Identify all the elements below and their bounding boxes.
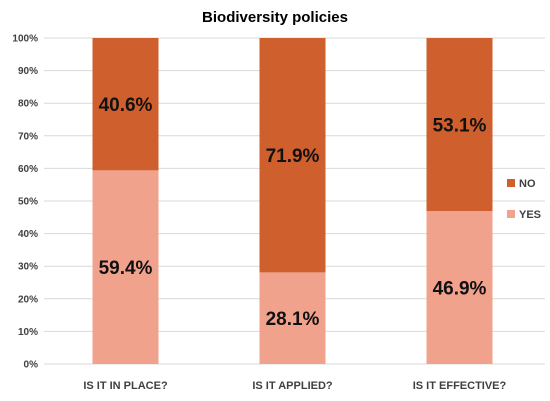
y-tick-label: 100% xyxy=(12,34,38,45)
bar-no xyxy=(426,38,493,212)
y-tick-label: 80% xyxy=(18,99,38,110)
y-tick-label: 60% xyxy=(18,164,38,175)
y-tick-label: 90% xyxy=(18,66,38,77)
chart-title: Biodiversity policies xyxy=(202,9,348,26)
y-tick-label: 20% xyxy=(18,294,38,305)
data-label-no: 40.6% xyxy=(99,95,153,116)
legend: NO YES xyxy=(507,178,541,221)
bar-yes xyxy=(92,170,159,364)
data-label-yes: 59.4% xyxy=(99,258,153,279)
data-label-no: 71.9% xyxy=(266,146,320,167)
y-tick-label: 70% xyxy=(18,131,38,142)
data-label-yes: 46.9% xyxy=(433,279,487,300)
x-axis-categories: IS IT IN PLACE? IS IT APPLIED? IS IT EFFEC… xyxy=(83,380,506,392)
legend-label-yes: YES xyxy=(519,209,541,221)
legend-swatch-no xyxy=(507,179,515,187)
y-axis-ticks: 0% 10% 20% 30% 40% 50% 60% 70% 80% 90% 100% xyxy=(12,34,38,371)
x-category-label: IS IT EFFECTIVE? xyxy=(413,380,507,392)
bar-yes xyxy=(426,211,493,364)
y-tick-label: 10% xyxy=(18,327,38,338)
x-category-label: IS IT IN PLACE? xyxy=(83,380,168,392)
y-tick-label: 30% xyxy=(18,262,38,273)
y-tick-label: 0% xyxy=(24,360,39,371)
data-labels: 59.4% 40.6% 28.1% 71.9% 46.9% 53.1% xyxy=(99,95,487,330)
bar-no xyxy=(259,38,326,273)
legend-label-no: NO xyxy=(519,178,536,190)
bars xyxy=(92,38,493,364)
y-tick-label: 40% xyxy=(18,229,38,240)
bar-yes xyxy=(259,272,326,364)
data-label-yes: 28.1% xyxy=(266,309,320,330)
y-tick-label: 50% xyxy=(18,197,38,208)
bar-no xyxy=(92,38,159,171)
legend-swatch-yes xyxy=(507,210,515,218)
x-category-label: IS IT APPLIED? xyxy=(252,380,333,392)
data-label-no: 53.1% xyxy=(433,116,487,137)
